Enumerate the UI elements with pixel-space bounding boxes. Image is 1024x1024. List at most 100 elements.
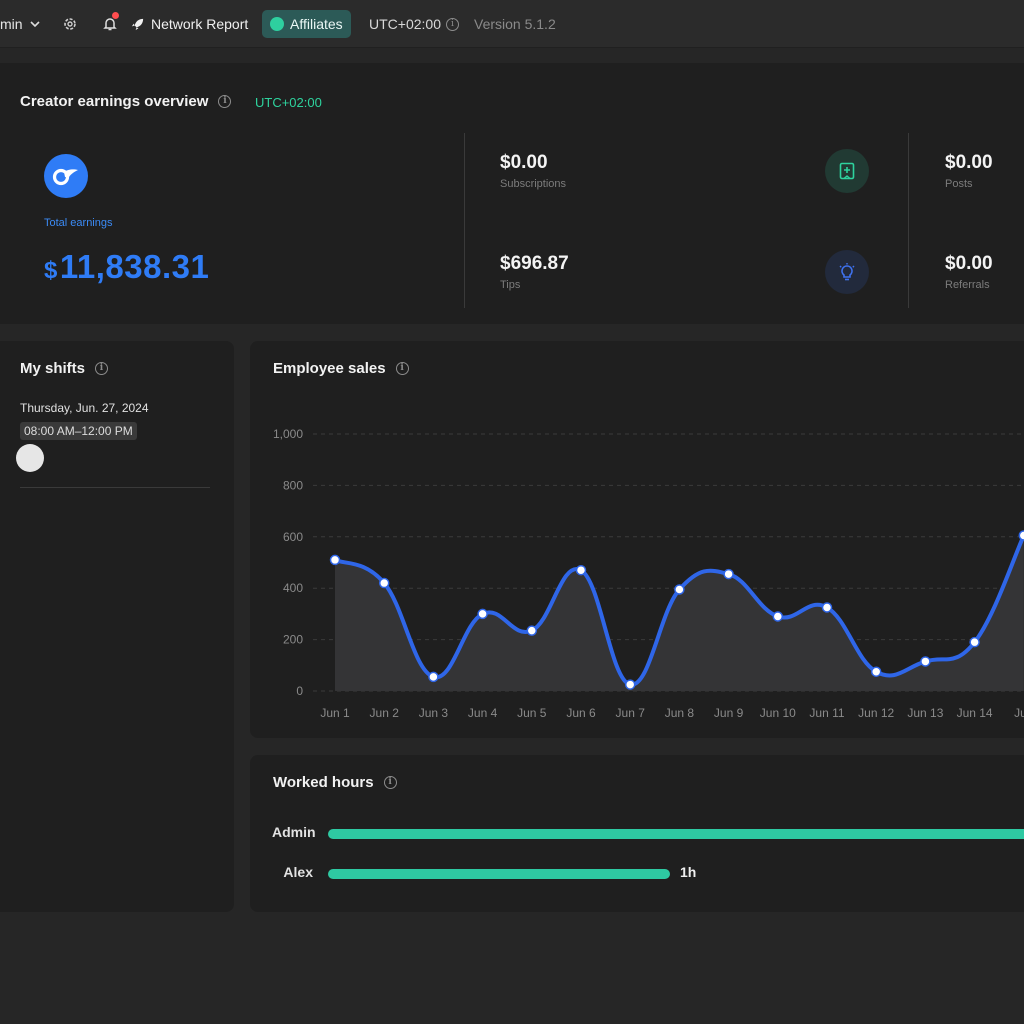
worked-hours-bar[interactable]	[328, 829, 1024, 839]
bell-icon	[103, 18, 117, 31]
info-icon[interactable]: i	[218, 95, 232, 108]
data-point	[920, 656, 931, 667]
worked-hours-title-text: Worked hours	[273, 774, 374, 791]
y-tick-label: 400	[283, 581, 303, 595]
info-icon[interactable]: i	[445, 17, 459, 31]
x-tick-label: Jun 4	[468, 706, 498, 720]
stat-subscriptions: $0.00 Subscriptions	[500, 152, 566, 190]
top-bar: min Network Report Affiliates UTC+02:00 …	[0, 0, 1024, 48]
y-tick-label: 200	[283, 633, 303, 647]
notifications-button[interactable]	[102, 0, 119, 48]
x-tick-label: Jun 2	[370, 706, 400, 720]
info-icon[interactable]: i	[95, 362, 109, 375]
data-point	[870, 666, 882, 677]
total-earnings-currency: $	[44, 257, 58, 284]
divider	[908, 133, 909, 308]
data-point	[821, 602, 833, 613]
shift-time: 08:00 AM–12:00 PM	[20, 422, 137, 440]
divider	[464, 133, 465, 308]
x-tick-label: Jun 6	[566, 706, 596, 720]
x-tick-label: Jun 10	[760, 706, 796, 720]
data-point	[329, 554, 341, 566]
divider	[20, 487, 210, 488]
info-icon[interactable]: i	[383, 776, 397, 789]
timezone-display[interactable]: UTC+02:00 i	[369, 0, 459, 48]
employee-sales-card: Employee sales i 0 200 400 600 800 1,000 Jun …	[250, 341, 1024, 738]
gear-icon	[64, 18, 76, 30]
data-point	[674, 584, 685, 595]
data-point	[428, 671, 439, 683]
stat-referrals: $0.00 Referrals	[945, 253, 993, 291]
rocket-icon	[131, 18, 144, 30]
network-report-label: Network Report	[151, 16, 249, 32]
worked-hours-bar[interactable]	[328, 869, 670, 879]
data-point	[477, 608, 488, 620]
lightbulb-icon	[825, 250, 869, 294]
timezone-label: UTC+02:00	[369, 16, 441, 32]
stat-label: Posts	[945, 178, 973, 190]
data-point	[624, 679, 636, 690]
worked-hours-title: Worked hours i	[273, 774, 397, 791]
affiliates-label: Affiliates	[290, 16, 343, 32]
x-tick-label: Jun 13	[907, 706, 943, 720]
my-shifts-card: My shifts i Thursday, Jun. 27, 2024 08:0…	[0, 341, 234, 912]
stat-value: $0.00	[945, 253, 993, 274]
data-point	[575, 564, 587, 576]
stat-tips: $696.87 Tips	[500, 253, 569, 291]
data-point	[723, 568, 734, 580]
stat-label: Tips	[500, 279, 521, 291]
total-earnings-label: Total earnings	[44, 217, 113, 229]
earnings-overview-title-text: Creator earnings overview	[20, 93, 209, 110]
affiliates-button[interactable]: Affiliates	[262, 10, 351, 38]
info-icon[interactable]: i	[395, 362, 409, 375]
employee-sales-title-text: Employee sales	[273, 360, 386, 377]
chart-points	[329, 530, 1024, 690]
x-tick-label: Jun 9	[714, 706, 744, 720]
x-tick-label: Jun 11	[809, 706, 844, 720]
x-tick-label: Jun 14	[957, 706, 993, 720]
data-point	[1018, 530, 1024, 541]
y-tick-label: 600	[283, 530, 303, 544]
stat-label: Referrals	[945, 279, 990, 291]
data-point	[969, 636, 980, 648]
earnings-overview-title: Creator earnings overview i	[20, 93, 232, 110]
series-line	[333, 533, 1024, 687]
x-tick-label: Jun 1	[320, 706, 350, 720]
data-point	[378, 577, 390, 589]
stat-value: $0.00	[500, 152, 548, 173]
onlyfans-logo-icon	[44, 154, 88, 198]
settings-button[interactable]	[62, 0, 78, 48]
worked-hours-value: 1h	[680, 864, 697, 880]
shift-date: Thursday, Jun. 27, 2024	[20, 401, 149, 415]
page-footer-area	[0, 928, 1024, 1024]
subscriptions-icon	[825, 149, 869, 193]
data-point	[772, 611, 784, 622]
total-earnings-amount: 11,838.31	[59, 248, 210, 285]
version-label: Version 5.1.2	[474, 16, 556, 32]
network-report-link[interactable]: Network Report	[130, 0, 248, 48]
chevron-down-icon	[29, 21, 40, 28]
chart-line	[333, 533, 1024, 687]
my-shifts-title-text: My shifts	[20, 360, 86, 377]
user-menu[interactable]: min	[0, 0, 41, 48]
user-menu-label: min	[0, 16, 23, 32]
affiliates-icon	[270, 17, 284, 31]
x-tick-label: Jun 7	[616, 706, 646, 720]
data-point	[526, 625, 538, 636]
my-shifts-title: My shifts i	[20, 360, 109, 377]
x-tick-label: Jun	[1014, 706, 1024, 720]
stat-label: Subscriptions	[500, 178, 567, 190]
earnings-overview-card: Creator earnings overview i UTC+02:00 To…	[0, 63, 1024, 324]
worked-hours-card: Worked hours i Admin Alex 1h	[250, 755, 1024, 912]
x-tick-label: Jun 12	[858, 706, 894, 720]
y-tick-label: 1,000	[273, 427, 303, 441]
x-tick-label: Jun 8	[665, 706, 695, 720]
chart-area	[335, 535, 1024, 691]
chart-area-fill	[335, 535, 1024, 691]
y-tick-label: 800	[283, 478, 303, 492]
notification-dot	[112, 12, 119, 19]
avatar[interactable]	[16, 444, 44, 472]
stat-value: $0.00	[945, 152, 993, 173]
worked-hours-name: Admin	[272, 824, 316, 840]
